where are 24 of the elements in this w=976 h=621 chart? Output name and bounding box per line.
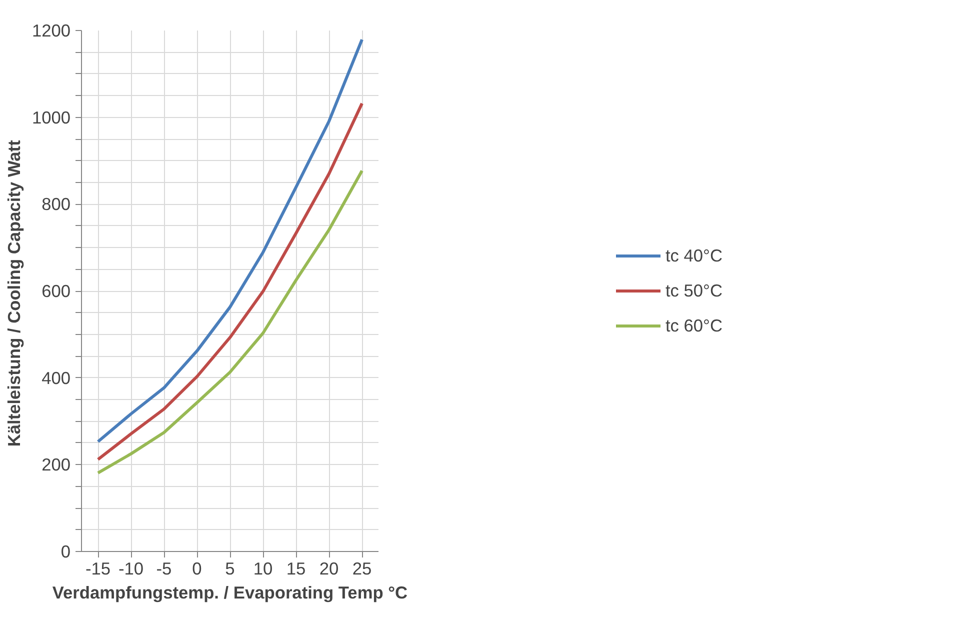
y-tick-label: 400 (42, 368, 71, 388)
x-tick-label: 10 (253, 558, 273, 578)
legend-label: tc 50°C (665, 280, 723, 301)
y-axis-title: Kälteleistung / Cooling Capacity Watt (4, 140, 24, 447)
x-tick-label: 25 (352, 558, 372, 578)
x-tick-label: 5 (225, 558, 235, 578)
y-tick-label: 800 (42, 194, 71, 214)
line-series (96, 169, 364, 474)
legend-label: tc 60°C (665, 315, 723, 336)
y-tick-label: 1000 (32, 107, 71, 128)
x-tick-label: -10 (118, 558, 144, 578)
x-axis-title: Verdampfungstemp. / Evaporating Temp °C (52, 582, 408, 602)
y-tick-label: 200 (42, 454, 71, 475)
x-tick-label: 0 (192, 558, 202, 578)
legend-label: tc 40°C (665, 245, 723, 266)
y-tick-label: 0 (60, 542, 71, 562)
line-series (96, 38, 364, 444)
x-tick-label: -5 (156, 558, 172, 578)
y-tick-label: 1200 (32, 20, 71, 40)
x-tick-label: 20 (319, 558, 339, 578)
y-tick-label: 600 (42, 281, 71, 301)
x-tick-label: -15 (85, 558, 111, 578)
line-series (96, 102, 364, 461)
x-tick-label: 15 (286, 558, 306, 578)
